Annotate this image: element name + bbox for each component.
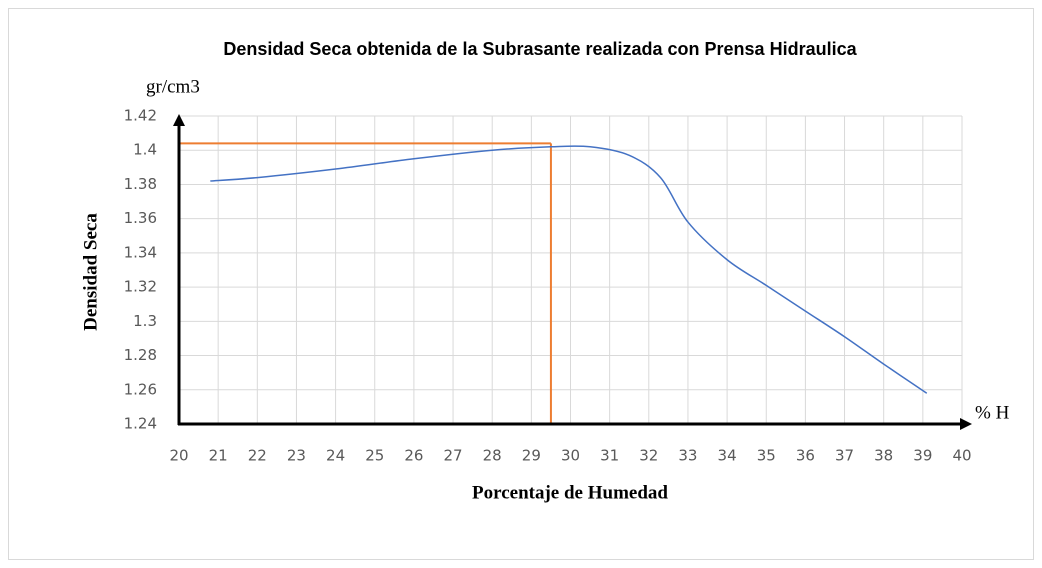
x-axis-label: Porcentaje de Humedad <box>472 482 668 503</box>
x-tick-label: 27 <box>444 447 463 465</box>
x-tick-label: 22 <box>248 447 267 465</box>
y-axis-label: Densidad Seca <box>80 213 101 331</box>
x-tick-label: 26 <box>404 447 423 465</box>
x-tick-label: 38 <box>874 447 893 465</box>
x-tick-label: 20 <box>169 447 188 465</box>
x-tick-label: 40 <box>952 447 971 465</box>
y-tick-label: 1.36 <box>124 209 157 227</box>
x-unit: % H <box>975 402 1010 423</box>
x-tick-label: 21 <box>209 447 228 465</box>
x-tick-label: 23 <box>287 447 306 465</box>
y-tick-label: 1.24 <box>124 415 157 433</box>
y-tick-label: 1.3 <box>133 312 157 330</box>
x-tick-label: 30 <box>561 447 580 465</box>
y-tick-label: 1.34 <box>124 243 157 261</box>
data-line <box>210 145 928 394</box>
chart-title: Densidad Seca obtenida de la Subrasante … <box>223 39 857 59</box>
x-tick-label: 31 <box>600 447 619 465</box>
y-tick-label: 1.38 <box>124 175 157 193</box>
x-tick-label: 32 <box>639 447 658 465</box>
y-tick-label: 1.42 <box>124 107 157 125</box>
y-axis-arrow <box>173 114 185 126</box>
y-tick-label: 1.32 <box>124 278 157 296</box>
x-tick-label: 39 <box>913 447 932 465</box>
x-axis-arrow <box>960 418 972 430</box>
y-tick-label: 1.26 <box>124 380 157 398</box>
x-tick-label: 36 <box>796 447 815 465</box>
x-tick-label: 28 <box>483 447 502 465</box>
y-unit: gr/cm3 <box>146 76 200 97</box>
x-tick-label: 24 <box>326 447 345 465</box>
x-tick-label: 33 <box>678 447 697 465</box>
y-tick-label: 1.28 <box>124 346 157 364</box>
y-tick-label: 1.4 <box>133 141 157 159</box>
x-tick-label: 37 <box>835 447 854 465</box>
x-tick-label: 35 <box>757 447 776 465</box>
x-tick-label: 29 <box>522 447 541 465</box>
x-tick-label: 25 <box>365 447 384 465</box>
x-tick-label: 34 <box>718 447 737 465</box>
